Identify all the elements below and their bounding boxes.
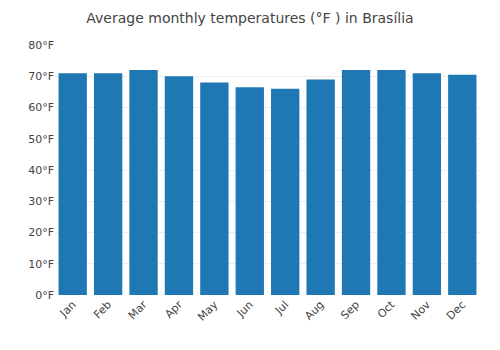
svg-text:Average monthly temperatures (: Average monthly temperatures (°F ) in Br… [86, 10, 413, 26]
svg-text:60°F: 60°F [28, 101, 54, 114]
svg-text:Nov: Nov [409, 298, 434, 323]
svg-text:80°F: 80°F [28, 39, 54, 52]
svg-text:10°F: 10°F [28, 258, 54, 271]
svg-text:Feb: Feb [91, 298, 114, 321]
svg-text:Aug: Aug [302, 298, 326, 322]
svg-text:Sep: Sep [338, 298, 362, 322]
svg-text:20°F: 20°F [28, 226, 54, 239]
svg-text:May: May [195, 298, 221, 324]
svg-text:Jul: Jul [272, 298, 291, 317]
svg-text:30°F: 30°F [28, 195, 54, 208]
svg-text:50°F: 50°F [28, 133, 54, 146]
svg-text:Oct: Oct [375, 298, 398, 321]
svg-text:Dec: Dec [444, 298, 468, 322]
svg-text:Jun: Jun [234, 298, 256, 320]
svg-text:Apr: Apr [162, 298, 185, 321]
svg-text:40°F: 40°F [28, 164, 54, 177]
svg-text:0°F: 0°F [35, 289, 54, 302]
svg-text:Jan: Jan [57, 298, 79, 320]
svg-text:70°F: 70°F [28, 70, 54, 83]
svg-text:Mar: Mar [126, 298, 150, 322]
